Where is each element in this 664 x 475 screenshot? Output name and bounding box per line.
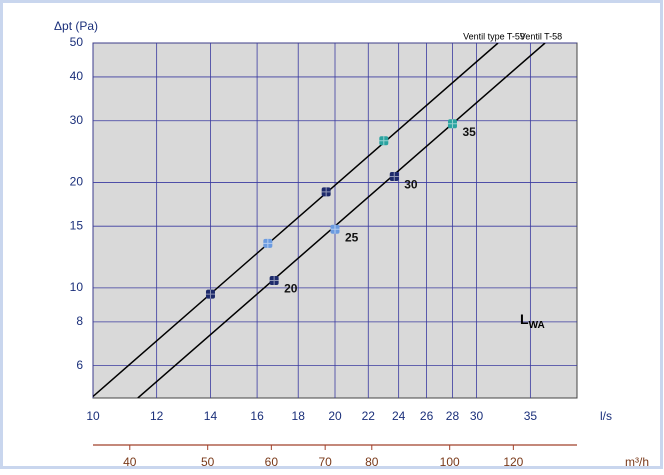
- point-cross: [330, 224, 340, 234]
- y-tick-label: 8: [76, 314, 83, 328]
- point-cross: [447, 119, 457, 129]
- annotation-sub: WA: [529, 320, 545, 331]
- x-tick-label: 30: [470, 409, 484, 423]
- x2-tick-label: 120: [503, 455, 523, 469]
- point-cross: [389, 171, 399, 181]
- y-tick-label: 6: [76, 358, 83, 372]
- point-cross: [321, 187, 331, 197]
- annotation: LWA: [520, 311, 545, 331]
- line-label: Ventil T-58: [520, 31, 562, 41]
- series-line: [93, 43, 499, 398]
- x-tick-label: 22: [362, 409, 376, 423]
- x-tick-label: 35: [524, 409, 538, 423]
- x-tick-label: 20: [328, 409, 342, 423]
- series-line: [137, 43, 546, 398]
- x-tick-label: 12: [150, 409, 164, 423]
- y-tick-label: 15: [70, 218, 84, 232]
- y-axis-label: Δpt (Pa): [54, 19, 98, 33]
- x-tick-label: 26: [420, 409, 434, 423]
- x2-tick-label: 100: [440, 455, 460, 469]
- point-cross: [379, 136, 389, 146]
- annotation-main: L: [520, 311, 529, 327]
- x-axis-label: l/s: [600, 409, 612, 423]
- x2-tick-label: 50: [201, 455, 215, 469]
- line-label: Ventil type T-59: [463, 31, 525, 41]
- y-tick-label: 20: [70, 175, 84, 189]
- x-tick-label: 28: [446, 409, 460, 423]
- point-cross: [269, 275, 279, 285]
- point-label: 30: [404, 178, 418, 192]
- y-tick-label: 40: [70, 69, 84, 83]
- point-cross: [263, 238, 273, 248]
- x-tick-label: 10: [86, 409, 100, 423]
- y-tick-label: 50: [70, 35, 84, 49]
- point-label: 35: [462, 125, 476, 139]
- point-cross: [205, 289, 215, 299]
- y-tick-label: 10: [70, 280, 84, 294]
- x-tick-label: 18: [292, 409, 306, 423]
- x2-tick-label: 40: [123, 455, 137, 469]
- point-label: 20: [284, 282, 298, 296]
- x-tick-label: 24: [392, 409, 406, 423]
- x2-tick-label: 80: [365, 455, 379, 469]
- x-tick-label: 14: [204, 409, 218, 423]
- x2-tick-label: 60: [265, 455, 279, 469]
- y-tick-label: 30: [70, 113, 84, 127]
- point-label: 25: [345, 230, 359, 244]
- x-tick-label: 16: [250, 409, 264, 423]
- x2-axis-label: m³/h: [625, 455, 649, 469]
- x2-tick-label: 70: [318, 455, 332, 469]
